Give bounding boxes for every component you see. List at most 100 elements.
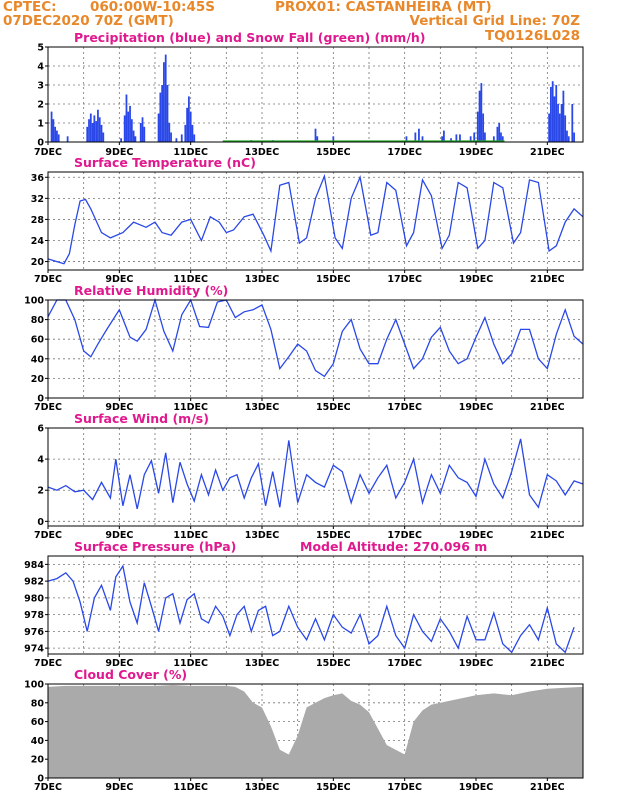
x-tick-label: 15DEC	[316, 782, 351, 793]
series-line	[47, 564, 575, 654]
precip-bar	[498, 123, 501, 142]
precip-bar	[459, 134, 461, 142]
precip-bar	[168, 123, 171, 142]
precip-bar	[550, 86, 552, 142]
precip-bar	[314, 128, 317, 142]
precip-bar	[66, 136, 69, 142]
panel-6: 0 20 40 60 80 100 7DEC 9DEC 11DEC 13DEC 15DEC 17DEC…	[24, 667, 584, 793]
precip-bar	[159, 92, 162, 142]
precip-bar	[316, 136, 319, 142]
precip-bar	[189, 111, 192, 142]
y-tick-label: 40	[31, 354, 45, 365]
snow-bar	[278, 140, 281, 142]
y-tick-label: 20	[31, 257, 45, 268]
precip-bar	[141, 117, 144, 142]
x-tick-label: 15DEC	[316, 530, 351, 541]
precip-bar	[120, 138, 123, 142]
x-tick-label: 19DEC	[459, 530, 494, 541]
precip-bar	[134, 136, 137, 142]
x-tick-label: 11DEC	[173, 658, 208, 669]
precip-bar	[480, 83, 483, 142]
panel-title: Surface Temperature (nC)	[74, 155, 256, 170]
plot-frame	[47, 46, 584, 143]
x-tick-label: 11DEC	[173, 274, 208, 285]
x-tick-label: 17DEC	[387, 658, 422, 669]
precip-bar	[558, 113, 561, 142]
y-tick-label: 2	[37, 486, 44, 497]
precip-bar	[562, 90, 565, 142]
precip-bar	[551, 81, 554, 142]
x-tick-label: 21DEC	[530, 530, 565, 541]
precip-bar	[170, 132, 172, 142]
precip-bar	[98, 117, 101, 142]
snow-bar	[243, 140, 246, 142]
x-tick-label: 17DEC	[387, 530, 422, 541]
x-tick-label: 15DEC	[316, 402, 351, 413]
x-tick-label: 11DEC	[173, 782, 208, 793]
y-tick-label: 0	[37, 394, 44, 405]
x-tick-label: 7DEC	[34, 782, 62, 793]
panel-title: Relative Humidity (%)	[74, 283, 228, 298]
precip-bar	[139, 123, 142, 142]
y-tick-label: 976	[24, 627, 44, 638]
precip-bar	[421, 136, 424, 142]
precip-bar	[161, 85, 164, 142]
y-tick-label: 5	[37, 43, 44, 54]
y-tick-label: 28	[31, 215, 45, 226]
x-tick-label: 13DEC	[245, 274, 280, 285]
precip-bar	[187, 96, 190, 142]
snow-bar	[350, 140, 353, 142]
x-tick-label: 19DEC	[459, 658, 494, 669]
precip-bar	[191, 124, 194, 142]
x-tick-label: 19DEC	[459, 402, 494, 413]
precip-bar	[557, 104, 559, 142]
precip-bar	[469, 136, 472, 142]
precip-bar	[450, 138, 452, 142]
precip-bar	[93, 115, 96, 142]
panel-title: Surface Wind (m/s)	[74, 411, 209, 426]
precip-bar	[130, 119, 133, 142]
precip-bar	[123, 115, 126, 142]
precip-bar	[564, 115, 567, 142]
precip-bar	[89, 113, 92, 142]
precip-bar	[441, 136, 444, 142]
y-tick-label: 982	[24, 577, 44, 588]
series-line	[47, 297, 584, 378]
precip-bar	[132, 130, 135, 142]
y-tick-label: 984	[24, 560, 44, 571]
precip-bar	[573, 132, 575, 142]
precip-bar	[175, 138, 178, 142]
precip-bar	[129, 105, 131, 142]
precip-bar	[443, 130, 445, 142]
precip-bar	[54, 126, 57, 142]
y-tick-label: 20	[31, 755, 45, 766]
y-tick-label: 2	[37, 100, 44, 111]
precip-bar	[560, 104, 563, 142]
precip-bar	[143, 126, 146, 142]
y-tick-label: 80	[31, 315, 45, 326]
plot-frame	[47, 555, 584, 655]
x-tick-label: 21DEC	[530, 658, 565, 669]
precip-bar	[332, 136, 335, 142]
y-tick-label: 100	[24, 680, 44, 691]
precip-bar	[184, 124, 187, 142]
panel-title: Precipitation (blue) and Snow Fall (gree…	[74, 30, 426, 45]
x-tick-label: 9DEC	[105, 147, 133, 158]
snow-bar	[421, 140, 424, 142]
precip-bar	[418, 128, 420, 142]
precip-bar	[100, 124, 103, 142]
y-tick-label: 6	[37, 424, 44, 435]
precip-bar	[157, 113, 160, 142]
precip-bar	[555, 85, 558, 142]
precip-bar	[473, 132, 476, 142]
precip-bar	[492, 136, 495, 142]
precip-bar	[186, 107, 188, 142]
panel-3: 0 20 40 60 80 100 7DEC 9DEC 11DEC 13DEC 15DEC 17DEC…	[24, 283, 584, 413]
panel-title: Cloud Cover (%)	[74, 667, 187, 682]
plot-frame	[47, 171, 584, 271]
snow-bar	[385, 140, 388, 142]
precip-bar	[91, 123, 94, 142]
x-tick-label: 19DEC	[459, 274, 494, 285]
x-tick-label: 9DEC	[105, 402, 133, 413]
